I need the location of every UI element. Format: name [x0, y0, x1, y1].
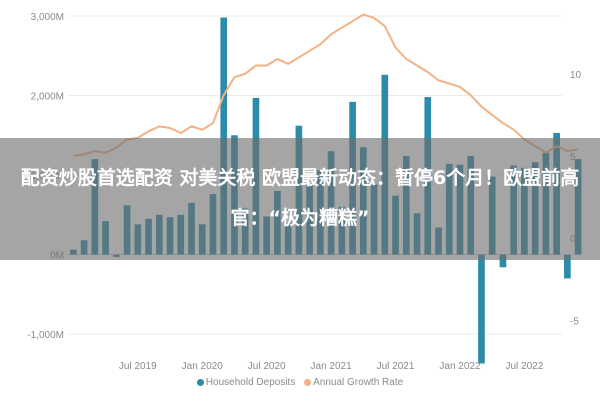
- y-right-tick-label: 10: [570, 70, 582, 81]
- x-tick-label: Jul 2020: [248, 361, 286, 372]
- legend-item-deposits: Household Deposits: [196, 377, 296, 388]
- y-left-tick-label: 3,000M: [31, 12, 64, 23]
- deposit-bar: [564, 254, 571, 279]
- legend: Household Deposits Annual Growth Rate: [0, 377, 600, 388]
- x-tick-label: Jul 2021: [377, 361, 415, 372]
- x-tick-label: Jan 2020: [182, 361, 224, 372]
- legend-swatch-growth: [304, 378, 312, 386]
- x-tick-label: Jul 2019: [119, 361, 157, 372]
- y-left-tick-label: 2,000M: [31, 91, 64, 102]
- growth-rate-line: [73, 13, 579, 157]
- y-left-tick-label: -1,000M: [27, 330, 64, 341]
- headline-overlay: [0, 138, 600, 260]
- x-tick-label: Jul 2022: [506, 361, 544, 372]
- legend-label-growth: Annual Growth Rate: [313, 377, 404, 388]
- growth-line-layer: [73, 13, 579, 157]
- x-tick-label: Jan 2021: [311, 361, 353, 372]
- deposit-bar: [478, 254, 485, 364]
- headline-text[interactable]: 配资炒股首选配资 对美关税 欧盟最新动态：暂停6个月！欧盟前高官：“极为糟糕”: [20, 167, 580, 229]
- deposit-bar: [220, 17, 228, 255]
- deposit-bar: [499, 254, 507, 268]
- y-right-tick-label: -5: [570, 316, 579, 327]
- x-tick-label: Jan 2022: [439, 361, 481, 372]
- legend-swatch-deposits: [196, 378, 204, 386]
- legend-label-deposits: Household Deposits: [205, 377, 296, 388]
- legend-item-growth: Annual Growth Rate: [304, 377, 403, 388]
